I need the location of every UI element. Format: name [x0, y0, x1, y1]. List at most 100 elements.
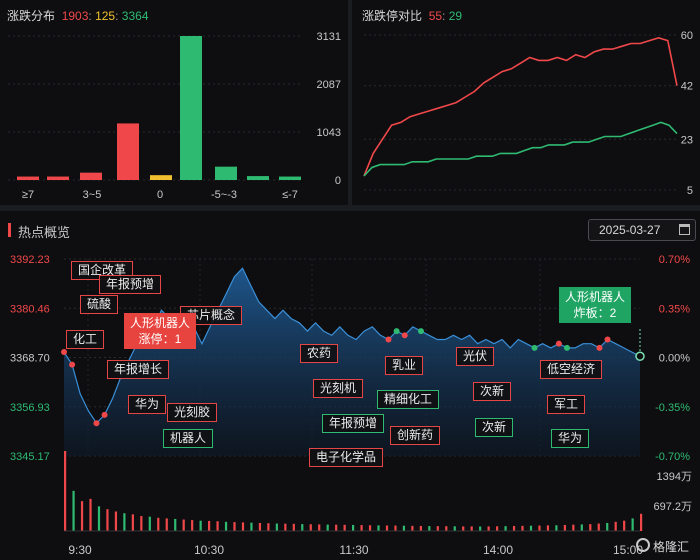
- bar: [279, 176, 301, 180]
- volume-bar: [377, 525, 380, 531]
- hot-label[interactable]: 创新药: [390, 426, 441, 445]
- volume-bar: [131, 514, 134, 531]
- volume-bar: [208, 520, 211, 531]
- date-picker[interactable]: 2025-03-27: [588, 219, 696, 241]
- volume-bar: [241, 522, 245, 531]
- volume-bar: [462, 526, 465, 531]
- volume-bar: [589, 524, 592, 531]
- event-dot: [69, 361, 76, 368]
- volume-bar: [521, 525, 524, 531]
- volume-bar: [64, 451, 67, 531]
- volume-bar: [487, 526, 490, 531]
- hotspot-overview-panel: 3392.23 0.70% 3380.46 0.35% 3368.70 0.00% 3356…: [0, 211, 700, 560]
- volume-bar: [555, 525, 558, 531]
- volume-bar: [182, 519, 185, 531]
- volume-bar: [428, 526, 431, 531]
- volume-tick-label: 697.2万: [653, 501, 692, 513]
- x-tick-label: 10:30: [194, 543, 224, 557]
- hot-label[interactable]: 次新: [475, 418, 514, 437]
- hot-label[interactable]: 乳业: [385, 356, 424, 375]
- volume-bar: [216, 521, 219, 531]
- hot-label[interactable]: 光刻胶: [167, 403, 218, 422]
- volume-bar: [224, 521, 228, 531]
- hot-label[interactable]: 光刻机: [313, 379, 364, 398]
- x-tick-label: 9:30: [68, 543, 92, 557]
- bar: [247, 176, 269, 180]
- volume-bar: [479, 526, 482, 531]
- volume-bar: [529, 525, 533, 531]
- hot-label[interactable]: 年报预增: [99, 275, 162, 294]
- hot-label[interactable]: 低空经济: [540, 360, 603, 379]
- event-dot: [417, 328, 424, 335]
- limit-up-count: 55: [428, 9, 443, 23]
- up-count: 1903: [61, 9, 89, 23]
- volume-bar: [326, 524, 329, 531]
- x-tick-label: 14:00: [483, 543, 513, 557]
- volume-bar: [114, 511, 118, 531]
- volume-bar: [174, 518, 177, 531]
- y-tick-label-right: 0.00%: [659, 353, 690, 365]
- hot-label[interactable]: 华为: [551, 429, 590, 448]
- hot-label[interactable]: 化工: [66, 330, 105, 349]
- limit-line-chart: 60 42 23 5: [363, 30, 693, 197]
- hot-label[interactable]: 硫酸: [80, 295, 119, 314]
- hot-label[interactable]: 农药: [300, 344, 339, 363]
- logo-icon: [636, 538, 650, 552]
- y-tick-label-right: -0.35%: [655, 402, 690, 414]
- volume-bar: [368, 525, 372, 531]
- y-tick-label-left: 3368.70: [10, 353, 50, 365]
- hot-label[interactable]: 年报预增: [322, 414, 385, 433]
- x-tick-label: 11:30: [339, 543, 368, 557]
- volume-bar: [470, 526, 473, 531]
- hot-label[interactable]: 机器人: [163, 429, 214, 448]
- broken-limit-callout[interactable]: 人形机器人 炸板：2: [559, 287, 632, 323]
- hot-label[interactable]: 光伏: [456, 347, 495, 366]
- volume-bar: [97, 506, 101, 531]
- volume-bar: [275, 523, 278, 531]
- y-tick-label: 42: [681, 81, 693, 93]
- limit-compare-panel: 涨跌停对比 55: 29 60 42 23 5: [352, 0, 700, 205]
- hot-label[interactable]: 次新: [473, 382, 512, 401]
- event-dot: [563, 344, 570, 351]
- callout-detail: 炸板：2: [573, 306, 617, 320]
- volume-bar: [140, 516, 143, 531]
- x-tick-label: 0: [157, 189, 163, 201]
- callout-detail: 涨停：1: [138, 332, 182, 346]
- volume-bar: [512, 525, 516, 531]
- volume-bar: [292, 523, 295, 531]
- y-tick-label: 2087: [317, 79, 341, 91]
- event-dot: [101, 411, 108, 418]
- volume-bar: [385, 525, 389, 531]
- down-count: 3364: [121, 9, 149, 23]
- volume-bar: [157, 517, 160, 531]
- volume-bar: [614, 521, 617, 531]
- hot-label[interactable]: 年报增长: [107, 360, 170, 379]
- series-line: [363, 36, 678, 177]
- volume-bar: [453, 526, 456, 531]
- volume-bar: [343, 524, 346, 531]
- volume-bar: [597, 523, 600, 531]
- brand-logo: 格隆汇: [636, 536, 698, 556]
- y-tick-label: 1043: [317, 127, 341, 139]
- volume-bar: [267, 523, 270, 531]
- volume-bar: [580, 524, 583, 531]
- volume-tick-label: 1394万: [657, 471, 692, 483]
- volume-bar: [106, 509, 109, 531]
- volume-bar: [394, 525, 397, 531]
- volume-bar: [258, 522, 262, 531]
- event-dot: [596, 344, 603, 351]
- volume-bar: [352, 524, 355, 531]
- hot-label[interactable]: 华为: [128, 395, 167, 414]
- hot-label[interactable]: 精细化工: [377, 390, 440, 409]
- limit-up-callout[interactable]: 人形机器人 涨停：1: [124, 313, 197, 349]
- y-tick-label-left: 3345.17: [10, 451, 50, 463]
- y-tick-label: 3131: [317, 31, 341, 43]
- hot-label[interactable]: 电子化学品: [309, 448, 384, 467]
- series-line: [363, 121, 678, 177]
- hot-label[interactable]: 军工: [547, 395, 586, 414]
- calendar-icon[interactable]: [679, 224, 690, 235]
- volume-bar: [436, 526, 439, 531]
- y-tick-label: 5: [687, 185, 693, 197]
- event-dot: [393, 328, 400, 335]
- bar: [150, 175, 172, 180]
